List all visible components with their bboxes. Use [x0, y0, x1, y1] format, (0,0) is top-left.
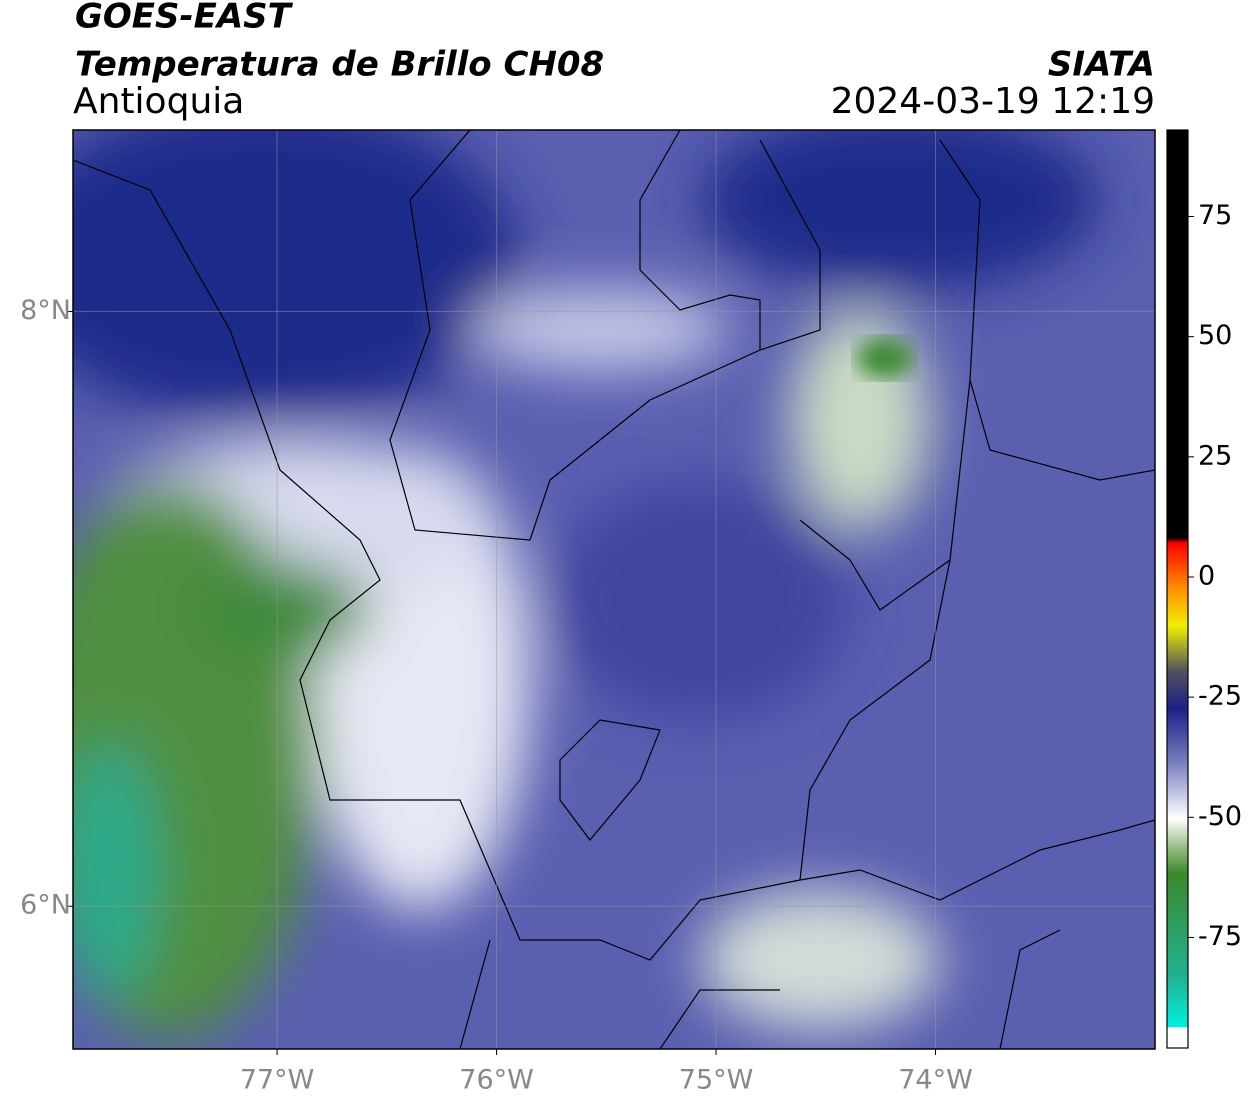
source: SIATA	[1048, 45, 1155, 85]
x-tick-label: 77°W	[240, 1065, 315, 1096]
satellite-image	[73, 130, 1155, 1049]
x-tick-label: 74°W	[898, 1065, 973, 1096]
y-tick-label: 8°N	[20, 295, 71, 326]
colorbar-tick-label: -25	[1198, 681, 1242, 712]
colorbar	[1166, 129, 1189, 1049]
map-frame	[72, 129, 1156, 1050]
colorbar-tick-label: 75	[1198, 200, 1232, 231]
region: Antioquia	[73, 81, 244, 122]
x-tick-label: 75°W	[679, 1065, 754, 1096]
grid	[73, 130, 1155, 1049]
colorbar-tick-label: 0	[1198, 560, 1215, 591]
title: GOES-EAST	[75, 0, 294, 37]
colorbar-tick-label: 25	[1198, 440, 1232, 471]
y-tick-label: 6°N	[20, 890, 71, 921]
colorbar-tick-label: -75	[1198, 921, 1242, 952]
colorbar-tick-label: -50	[1198, 801, 1242, 832]
colorbar-tick-label: 50	[1198, 320, 1232, 351]
datetime: 2024-03-19 12:19	[831, 81, 1155, 122]
subtitle: Temperatura de Brillo CH08	[75, 45, 604, 85]
x-tick-label: 76°W	[459, 1065, 534, 1096]
